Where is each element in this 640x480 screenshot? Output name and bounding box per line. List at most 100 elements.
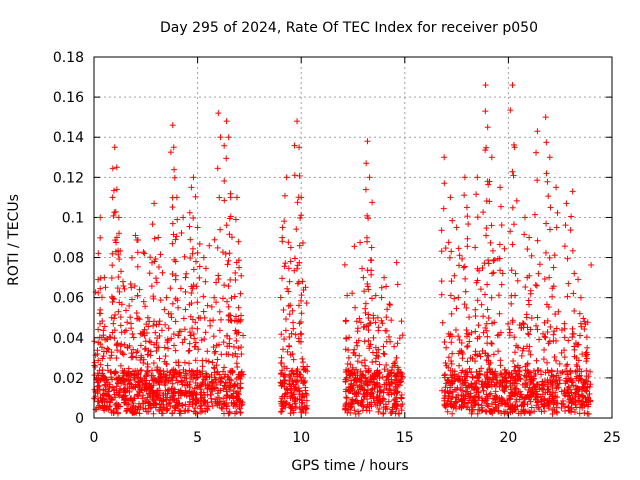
data-point — [221, 373, 228, 380]
data-point — [380, 396, 387, 403]
data-point — [208, 371, 215, 378]
data-point — [186, 367, 193, 374]
data-point — [575, 276, 582, 283]
data-point — [525, 297, 532, 304]
data-point — [568, 389, 575, 396]
data-point — [135, 237, 142, 244]
data-point — [169, 240, 176, 247]
data-point — [559, 397, 566, 404]
data-point — [280, 402, 287, 409]
data-point — [102, 393, 109, 400]
data-point — [392, 387, 399, 394]
data-point — [491, 256, 498, 263]
data-point — [136, 316, 143, 323]
data-point — [165, 345, 172, 352]
data-point — [465, 221, 472, 228]
data-point — [211, 349, 218, 356]
data-point — [514, 277, 521, 284]
data-point — [152, 329, 159, 336]
data-point — [464, 213, 471, 220]
data-point — [488, 154, 495, 161]
data-point — [358, 397, 365, 404]
data-point — [117, 343, 124, 350]
data-point — [163, 294, 170, 301]
data-point — [97, 214, 104, 221]
data-point — [353, 339, 360, 346]
data-point — [586, 383, 593, 390]
data-point — [204, 302, 211, 309]
data-point — [448, 378, 455, 385]
data-point — [172, 276, 179, 283]
data-point — [513, 396, 520, 403]
data-point — [162, 382, 169, 389]
data-point — [209, 379, 216, 386]
data-point — [117, 314, 124, 321]
data-point — [187, 255, 194, 262]
data-point — [285, 302, 292, 309]
data-point — [278, 395, 285, 402]
data-point — [96, 386, 103, 393]
data-point — [170, 231, 177, 238]
data-point — [567, 227, 574, 234]
data-point — [213, 362, 220, 369]
data-point — [165, 325, 172, 332]
data-point — [134, 263, 141, 270]
data-point — [108, 274, 115, 281]
data-point — [562, 222, 569, 229]
data-point — [300, 374, 307, 381]
data-point — [489, 369, 496, 376]
data-point — [533, 402, 540, 409]
data-point — [224, 332, 231, 339]
data-point — [135, 315, 142, 322]
data-point — [378, 284, 385, 291]
data-point — [107, 355, 114, 362]
data-point — [216, 308, 223, 315]
data-point — [287, 258, 294, 265]
data-point — [471, 387, 478, 394]
data-point — [136, 410, 143, 417]
data-point — [109, 250, 116, 257]
data-point — [104, 362, 111, 369]
data-point — [211, 294, 218, 301]
data-point — [289, 394, 296, 401]
data-point — [192, 357, 199, 364]
data-point — [211, 236, 218, 243]
data-point — [118, 301, 125, 308]
data-point — [136, 389, 143, 396]
data-point — [214, 165, 221, 172]
data-point — [190, 266, 197, 273]
data-point — [208, 378, 215, 385]
data-point — [299, 355, 306, 362]
data-point — [544, 328, 551, 335]
data-point — [534, 326, 541, 333]
data-point — [288, 368, 295, 375]
data-point — [540, 356, 547, 363]
data-point — [367, 373, 374, 380]
data-point — [553, 357, 560, 364]
data-point — [160, 373, 167, 380]
data-point — [343, 335, 350, 342]
data-point — [487, 390, 494, 397]
data-point — [518, 391, 525, 398]
data-point — [585, 373, 592, 380]
data-point — [509, 82, 516, 89]
data-point — [577, 294, 584, 301]
data-point — [167, 149, 174, 156]
data-point — [490, 269, 497, 276]
data-point — [346, 334, 353, 341]
data-point — [519, 320, 526, 327]
data-point — [518, 352, 525, 359]
data-point — [564, 293, 571, 300]
data-point — [212, 376, 219, 383]
data-point — [362, 300, 369, 307]
data-point — [98, 344, 105, 351]
data-point — [580, 315, 587, 322]
data-point — [149, 395, 156, 402]
data-point — [208, 399, 215, 406]
data-point — [449, 380, 456, 387]
data-point — [137, 342, 144, 349]
data-point — [179, 389, 186, 396]
data-point — [363, 323, 370, 330]
data-point — [547, 379, 554, 386]
data-point — [171, 174, 178, 181]
